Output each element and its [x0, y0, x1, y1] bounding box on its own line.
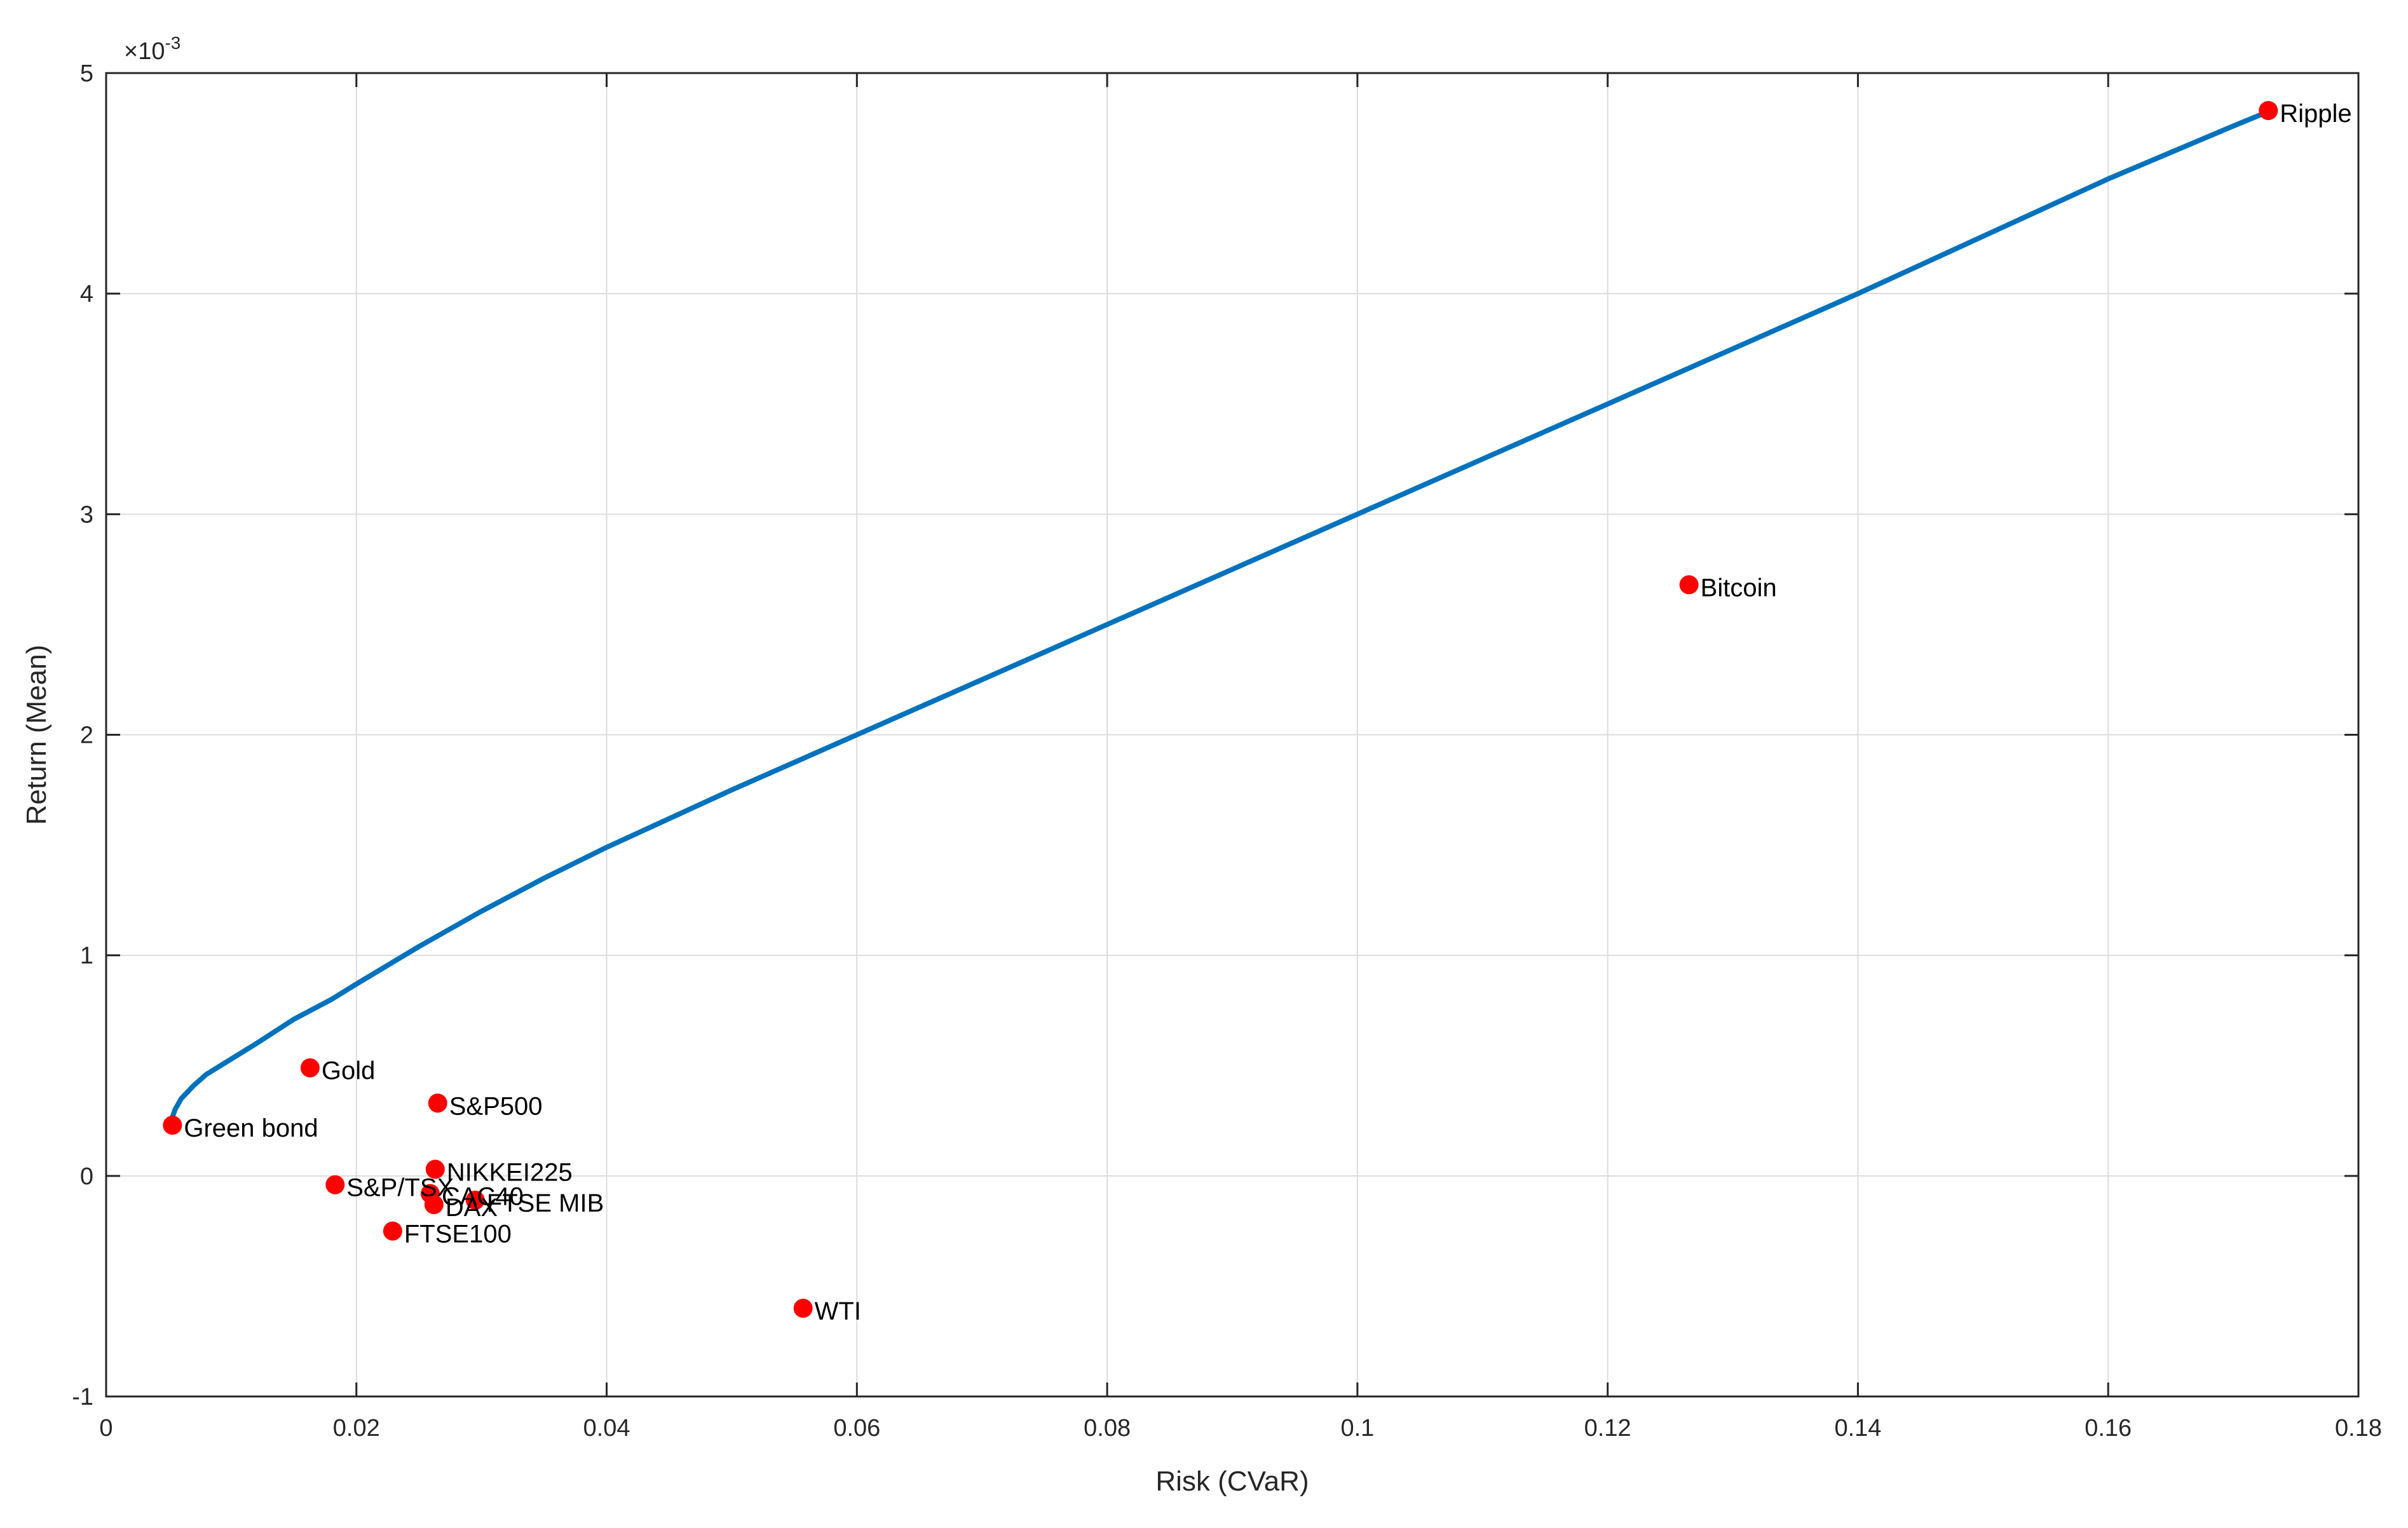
- asset-point: [425, 1160, 445, 1179]
- y-tick-label: 3: [80, 501, 93, 528]
- y-axis-ticks: [106, 72, 2358, 1398]
- y-tick-label: -1: [72, 1384, 93, 1410]
- x-axis-ticks: [105, 73, 2360, 1396]
- efficient-frontier-line: [168, 108, 2274, 1123]
- asset-point-label: Ripple: [2280, 100, 2351, 128]
- asset-point: [325, 1175, 345, 1194]
- y-axis-exponent-prefix: ×10: [124, 38, 165, 65]
- y-tick-label: 1: [80, 943, 93, 970]
- y-axis-tick-labels: -1 0 1 2 3 4 5: [72, 60, 93, 1410]
- x-tick-label: 0.12: [1584, 1415, 1631, 1442]
- y-axis-exponent-label: ×10-3: [124, 33, 180, 65]
- asset-point: [300, 1058, 320, 1078]
- asset-point-label: FTSE100: [404, 1220, 512, 1248]
- x-tick-label: 0: [99, 1415, 112, 1442]
- y-tick-label: 5: [80, 60, 93, 87]
- x-tick-label: 0.16: [2085, 1415, 2132, 1442]
- asset-point: [793, 1299, 813, 1318]
- asset-point-label: Gold: [322, 1057, 376, 1085]
- x-tick-label: 0.18: [2335, 1415, 2382, 1442]
- asset-point-label: WTI: [815, 1297, 861, 1325]
- asset-point-label: Bitcoin: [1701, 574, 1777, 602]
- asset-point: [383, 1221, 402, 1241]
- asset-point-label: FTSE MIB: [487, 1189, 604, 1217]
- asset-point: [163, 1115, 182, 1135]
- y-tick-label: 2: [80, 722, 93, 749]
- asset-point-label: Green bond: [184, 1114, 318, 1142]
- asset-point-label: NIKKEI225: [447, 1158, 573, 1186]
- asset-point-label: DAX: [446, 1194, 498, 1222]
- y-axis-exponent-power: -3: [165, 33, 180, 53]
- x-tick-label: 0.02: [333, 1415, 380, 1442]
- asset-point: [1679, 575, 1699, 595]
- x-axis-title: Risk (CVaR): [1155, 1466, 1309, 1497]
- asset-point: [465, 1191, 485, 1210]
- x-tick-label: 0.14: [1834, 1415, 1881, 1442]
- x-tick-label: 0.1: [1340, 1415, 1374, 1442]
- asset-point-labels: Ripple Bitcoin Gold Green bond S&P500 NIKKEI2…: [184, 100, 2351, 1325]
- asset-point: [2259, 101, 2278, 121]
- x-tick-label: 0.08: [1084, 1415, 1131, 1442]
- asset-point: [424, 1194, 444, 1214]
- asset-point: [428, 1093, 447, 1113]
- asset-points: [163, 101, 2278, 1318]
- y-axis-title: Return (Mean): [21, 645, 52, 825]
- x-axis-tick-labels: 0 0.02 0.04 0.06 0.08 0.1 0.12 0.14 0.16 0.18: [99, 1415, 2382, 1442]
- asset-point-label: S&P/TSX: [346, 1174, 454, 1202]
- x-tick-label: 0.04: [583, 1415, 630, 1442]
- y-tick-label: 0: [80, 1163, 93, 1190]
- asset-point-label: CAC40: [442, 1183, 524, 1211]
- x-tick-label: 0.06: [833, 1415, 880, 1442]
- y-tick-label: 4: [80, 281, 93, 308]
- asset-point-label: S&P500: [449, 1092, 543, 1120]
